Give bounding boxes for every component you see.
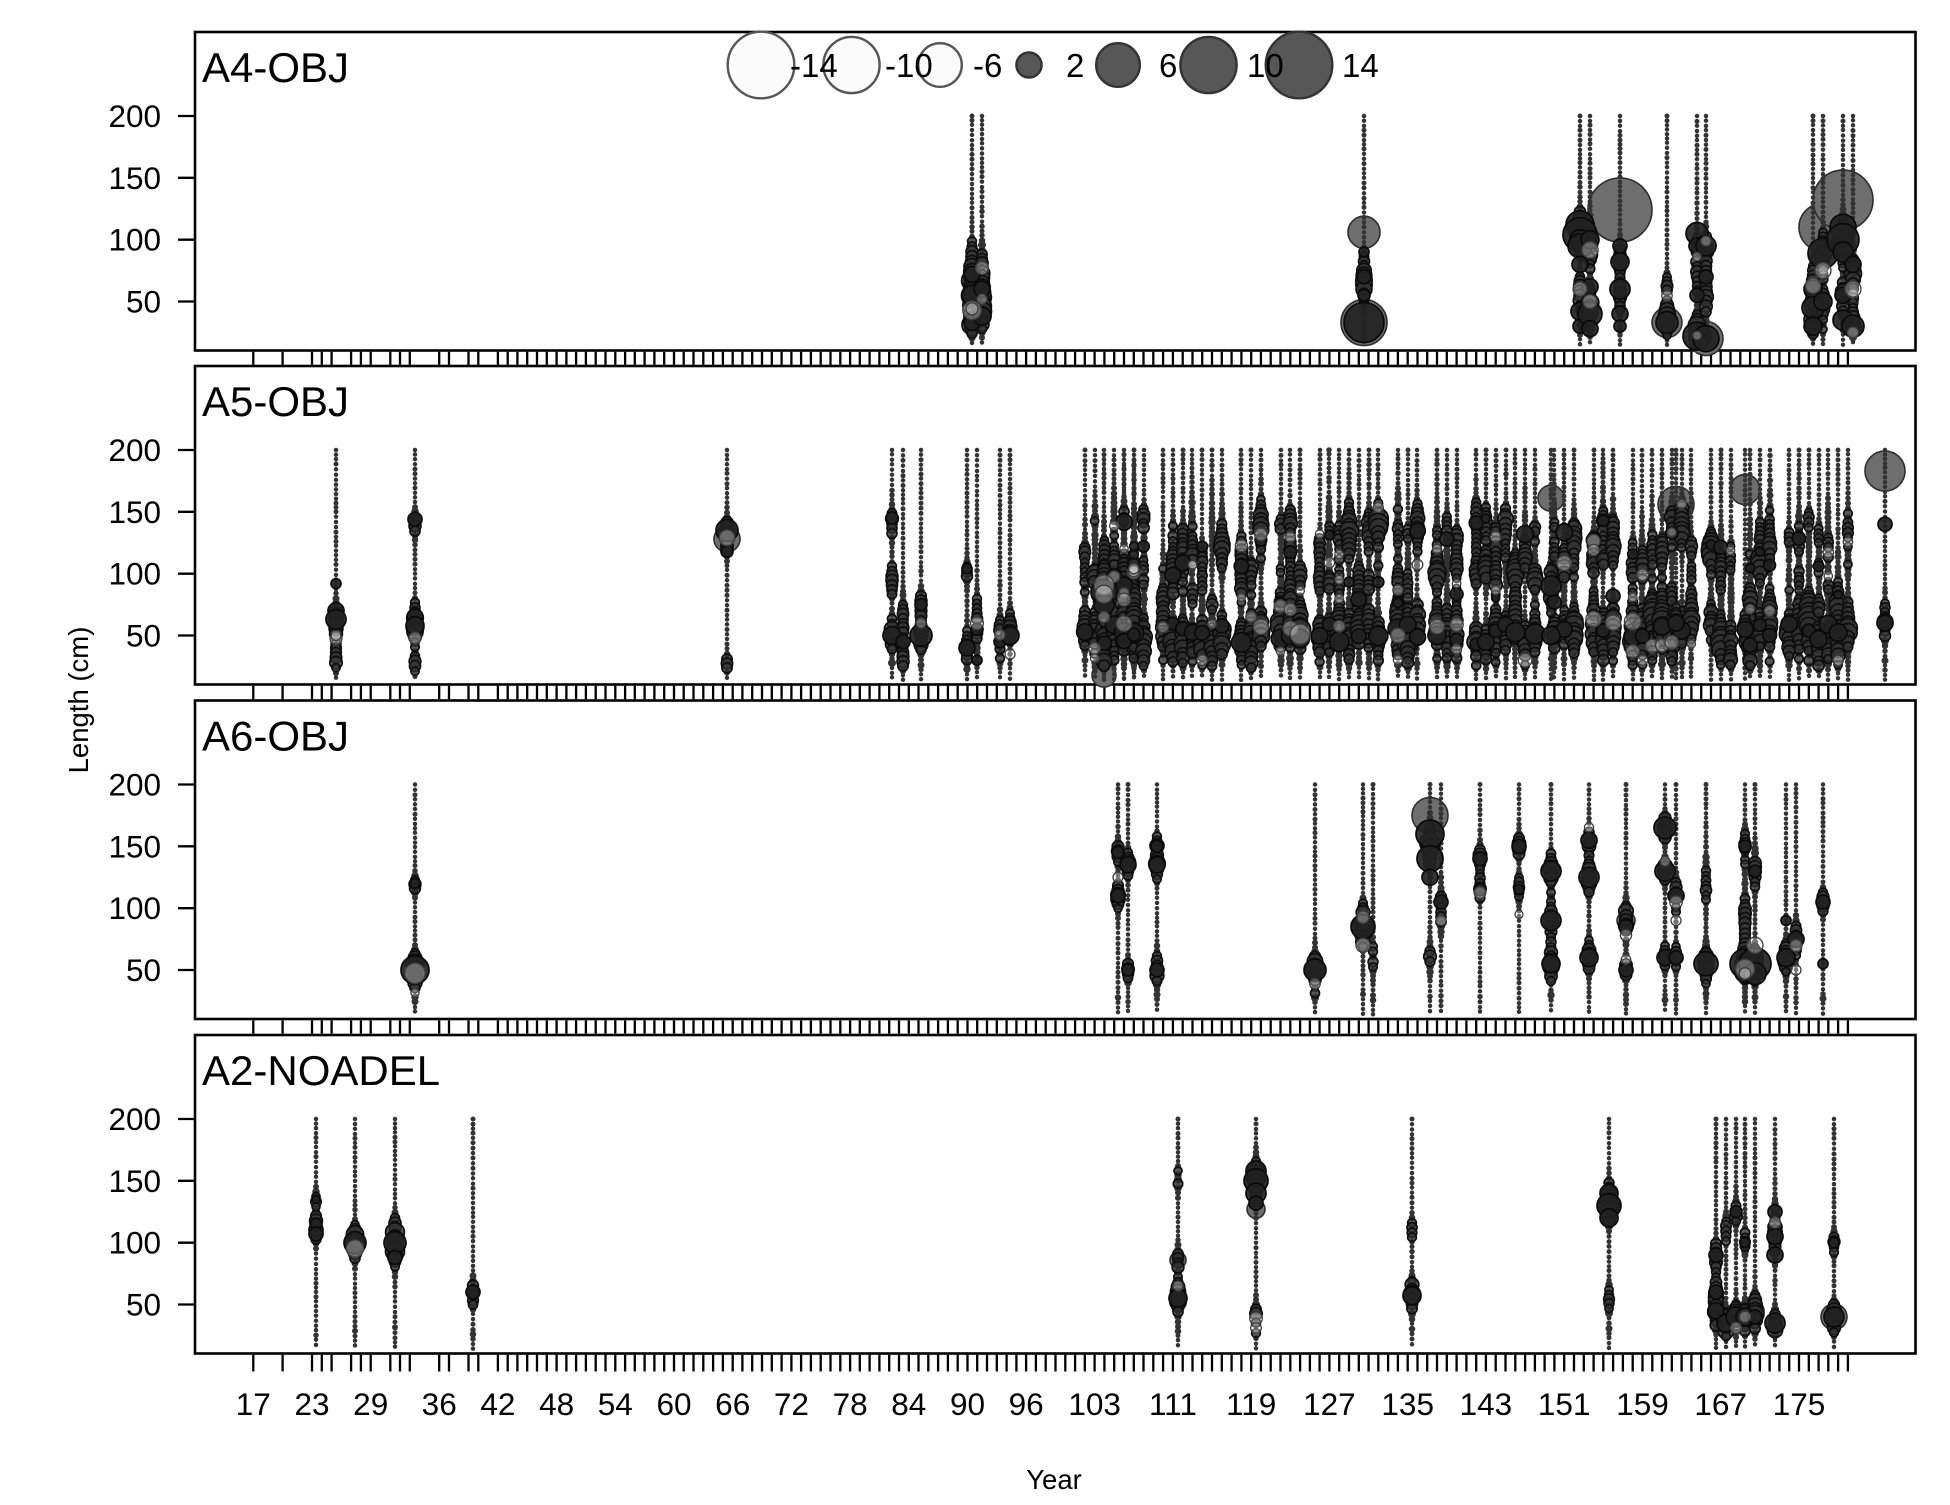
svg-text:17: 17	[236, 1386, 271, 1422]
svg-text:-6: -6	[973, 47, 1002, 84]
svg-text:151: 151	[1538, 1386, 1591, 1422]
svg-text:100: 100	[108, 890, 161, 926]
svg-text:135: 135	[1381, 1386, 1434, 1422]
svg-text:50: 50	[126, 618, 161, 654]
svg-text:42: 42	[480, 1386, 515, 1422]
svg-text:A4-OBJ: A4-OBJ	[202, 44, 349, 91]
svg-text:167: 167	[1694, 1386, 1747, 1422]
svg-text:78: 78	[833, 1386, 868, 1422]
svg-text:48: 48	[539, 1386, 574, 1422]
svg-text:200: 200	[108, 1101, 161, 1137]
svg-text:127: 127	[1303, 1386, 1356, 1422]
svg-text:Year: Year	[1026, 1464, 1082, 1495]
svg-text:66: 66	[715, 1386, 750, 1422]
svg-text:150: 150	[108, 494, 161, 530]
svg-text:54: 54	[598, 1386, 633, 1422]
svg-text:Length (cm): Length (cm)	[63, 627, 94, 774]
svg-text:50: 50	[126, 1287, 161, 1323]
svg-text:100: 100	[108, 222, 161, 258]
svg-text:111: 111	[1149, 1386, 1197, 1422]
svg-text:-14: -14	[790, 47, 838, 84]
svg-text:6: 6	[1159, 47, 1177, 84]
svg-text:36: 36	[422, 1386, 457, 1422]
svg-text:150: 150	[108, 1163, 161, 1199]
svg-text:175: 175	[1773, 1386, 1826, 1422]
svg-text:A2-NOADEL: A2-NOADEL	[202, 1047, 440, 1094]
svg-text:200: 200	[108, 767, 161, 803]
svg-text:100: 100	[108, 1225, 161, 1261]
svg-text:2: 2	[1066, 47, 1084, 84]
svg-text:100: 100	[108, 556, 161, 592]
svg-text:60: 60	[656, 1386, 691, 1422]
svg-text:29: 29	[353, 1386, 388, 1422]
svg-text:14: 14	[1342, 47, 1379, 84]
svg-text:96: 96	[1009, 1386, 1044, 1422]
svg-text:A5-OBJ: A5-OBJ	[202, 378, 349, 425]
svg-text:143: 143	[1460, 1386, 1513, 1422]
svg-text:90: 90	[950, 1386, 985, 1422]
svg-text:10: 10	[1247, 47, 1284, 84]
svg-text:23: 23	[294, 1386, 329, 1422]
svg-text:103: 103	[1068, 1386, 1121, 1422]
svg-text:150: 150	[108, 828, 161, 864]
svg-text:200: 200	[108, 432, 161, 468]
svg-text:50: 50	[126, 952, 161, 988]
svg-text:200: 200	[108, 98, 161, 134]
svg-text:150: 150	[108, 160, 161, 196]
svg-text:-10: -10	[885, 47, 933, 84]
svg-text:159: 159	[1616, 1386, 1669, 1422]
svg-text:A6-OBJ: A6-OBJ	[202, 713, 349, 760]
svg-text:72: 72	[774, 1386, 809, 1422]
svg-text:119: 119	[1226, 1386, 1276, 1422]
svg-text:50: 50	[126, 284, 161, 320]
svg-text:84: 84	[891, 1386, 926, 1422]
